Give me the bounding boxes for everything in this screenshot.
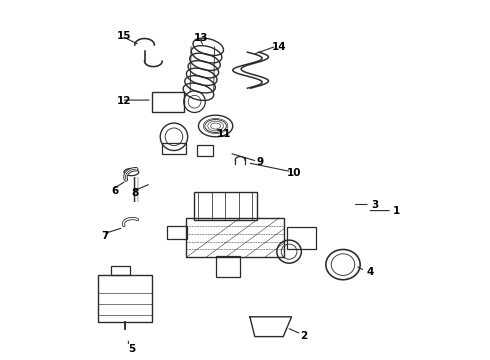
Bar — [167, 226, 187, 239]
Text: 7: 7 — [101, 231, 109, 241]
Text: 14: 14 — [272, 42, 287, 52]
Bar — [186, 218, 284, 257]
Bar — [197, 145, 213, 156]
Bar — [152, 92, 184, 112]
Bar — [216, 256, 240, 277]
Text: 11: 11 — [217, 129, 232, 139]
Text: 15: 15 — [117, 31, 131, 41]
Text: 1: 1 — [393, 206, 400, 216]
Bar — [287, 227, 316, 249]
Text: 8: 8 — [131, 188, 138, 198]
Text: 2: 2 — [300, 330, 307, 341]
Text: 10: 10 — [287, 168, 301, 178]
Bar — [162, 143, 186, 154]
Bar — [194, 192, 257, 220]
Text: 5: 5 — [128, 344, 135, 354]
Text: 12: 12 — [117, 96, 131, 106]
Text: 6: 6 — [112, 186, 119, 196]
Text: 13: 13 — [194, 33, 208, 43]
Text: 9: 9 — [256, 157, 263, 167]
Bar — [98, 275, 152, 322]
Bar — [112, 266, 130, 275]
Text: 3: 3 — [371, 200, 378, 210]
Text: 4: 4 — [366, 267, 374, 277]
